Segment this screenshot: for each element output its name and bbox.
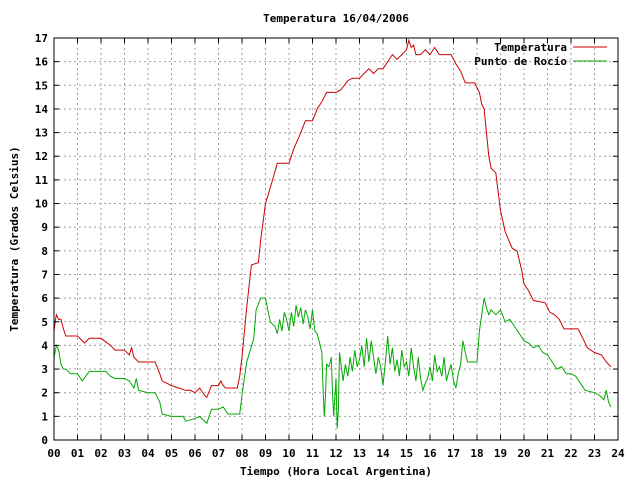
x-tick-label: 24 — [611, 447, 625, 460]
y-tick-label: 4 — [41, 339, 48, 352]
x-tick-label: 07 — [212, 447, 225, 460]
y-tick-label: 0 — [41, 434, 48, 447]
x-tick-label: 12 — [329, 447, 342, 460]
y-tick-label: 16 — [35, 56, 49, 69]
chart-title: Temperatura 16/04/2006 — [263, 12, 409, 25]
x-tick-label: 15 — [400, 447, 413, 460]
x-tick-label: 10 — [282, 447, 295, 460]
x-tick-label: 05 — [165, 447, 178, 460]
series-temperatura — [53, 38, 612, 399]
x-tick-label: 02 — [94, 447, 107, 460]
x-tick-label: 08 — [235, 447, 248, 460]
y-tick-label: 1 — [41, 410, 48, 423]
x-tick-label: 04 — [141, 447, 155, 460]
series-line — [53, 297, 612, 429]
y-tick-label: 6 — [41, 292, 48, 305]
series-line — [53, 38, 612, 399]
x-axis-label: Tiempo (Hora Local Argentina) — [240, 465, 432, 478]
x-tick-label: 22 — [564, 447, 577, 460]
x-tick-label: 16 — [423, 447, 437, 460]
x-tick-label: 18 — [470, 447, 483, 460]
y-tick-label: 10 — [35, 198, 48, 211]
x-tick-label: 19 — [494, 447, 507, 460]
x-tick-label: 21 — [541, 447, 555, 460]
x-tick-label: 11 — [306, 447, 320, 460]
y-tick-label: 12 — [35, 150, 48, 163]
ticks — [53, 37, 619, 441]
legend-label: Temperatura — [494, 41, 567, 54]
x-tick-labels: 00 01 02 03 04 05 06 07 08 09 10 11 12 13 14 15 16 17 18 19… — [47, 447, 625, 460]
x-tick-label: 13 — [353, 447, 366, 460]
y-tick-label: 17 — [35, 32, 48, 45]
y-tick-label: 3 — [41, 363, 48, 376]
y-tick-label: 14 — [35, 103, 49, 116]
y-tick-label: 11 — [35, 174, 49, 187]
x-tick-label: 20 — [517, 447, 530, 460]
y-tick-label: 13 — [35, 127, 48, 140]
x-tick-label: 09 — [259, 447, 272, 460]
y-tick-label: 2 — [41, 387, 48, 400]
x-tick-label: 03 — [118, 447, 131, 460]
series-punto-de-rocio — [53, 297, 612, 429]
y-axis-label: Temperatura (Grados Celsius) — [8, 146, 21, 331]
grid — [54, 38, 618, 440]
legend-label: Punto de Rocío — [474, 55, 567, 68]
x-tick-label: 23 — [588, 447, 601, 460]
y-tick-label: 9 — [41, 221, 48, 234]
y-tick-label: 7 — [41, 268, 48, 281]
series-layer — [53, 38, 612, 429]
x-tick-label: 14 — [376, 447, 390, 460]
x-tick-label: 00 — [47, 447, 60, 460]
x-tick-label: 06 — [188, 447, 202, 460]
y-tick-label: 5 — [41, 316, 48, 329]
x-tick-label: 17 — [447, 447, 460, 460]
y-tick-label: 8 — [41, 245, 48, 258]
x-tick-label: 01 — [71, 447, 85, 460]
y-tick-label: 15 — [35, 79, 48, 92]
